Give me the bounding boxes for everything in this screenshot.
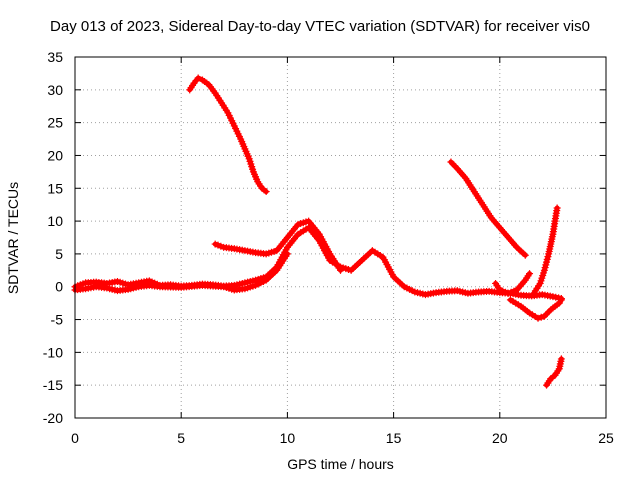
y-tick-label: 30 — [47, 82, 63, 98]
series-arc-6 — [543, 355, 565, 389]
data-point — [337, 266, 344, 274]
y-tick-label: 10 — [47, 213, 63, 229]
data-point — [557, 296, 565, 304]
y-tick-label: -20 — [43, 410, 63, 426]
data-point — [283, 250, 291, 258]
series-arc-5 — [530, 204, 561, 297]
x-tick-label: 0 — [71, 430, 79, 446]
x-axis-label: GPS time / hours — [287, 456, 394, 472]
axis-ticks: 0 5 10 15 20 25 -20 -15 -10 -5 0 5 10 15 20 25 30 35 — [43, 49, 614, 446]
data-point — [526, 270, 534, 278]
series-arc-4 — [506, 296, 565, 322]
series-arc-1 — [186, 74, 270, 196]
series-arc-2 — [211, 217, 344, 274]
grid-lines — [75, 57, 606, 418]
x-tick-label: 15 — [386, 430, 402, 446]
data-series — [71, 74, 565, 389]
y-tick-label: -5 — [51, 312, 64, 328]
data-point — [557, 355, 565, 363]
y-tick-label: -10 — [43, 344, 63, 360]
data-point — [537, 313, 545, 321]
chart-title: Day 013 of 2023, Sidereal Day-to-day VTE… — [50, 18, 590, 35]
y-tick-label: 0 — [55, 279, 63, 295]
x-tick-label: 20 — [492, 430, 508, 446]
data-point — [521, 251, 529, 259]
series-arc-7 — [492, 270, 534, 297]
y-axis-label: SDTVAR / TECUs — [5, 181, 21, 295]
x-tick-label: 25 — [598, 430, 614, 446]
y-tick-label: 5 — [55, 246, 63, 262]
x-tick-label: 10 — [280, 430, 296, 446]
data-point — [262, 188, 270, 196]
data-point — [553, 204, 561, 212]
x-tick-label: 5 — [177, 430, 185, 446]
series-arc-3 — [447, 158, 529, 259]
y-tick-label: 25 — [47, 115, 63, 131]
y-tick-label: 35 — [47, 49, 63, 65]
plot-frame — [74, 56, 607, 419]
data-point — [194, 74, 202, 82]
y-tick-label: 20 — [47, 147, 63, 163]
y-tick-label: -15 — [43, 377, 63, 393]
y-tick-label: 15 — [47, 180, 63, 196]
series-arc-baseline-lower — [71, 250, 291, 295]
data-point — [534, 314, 542, 322]
